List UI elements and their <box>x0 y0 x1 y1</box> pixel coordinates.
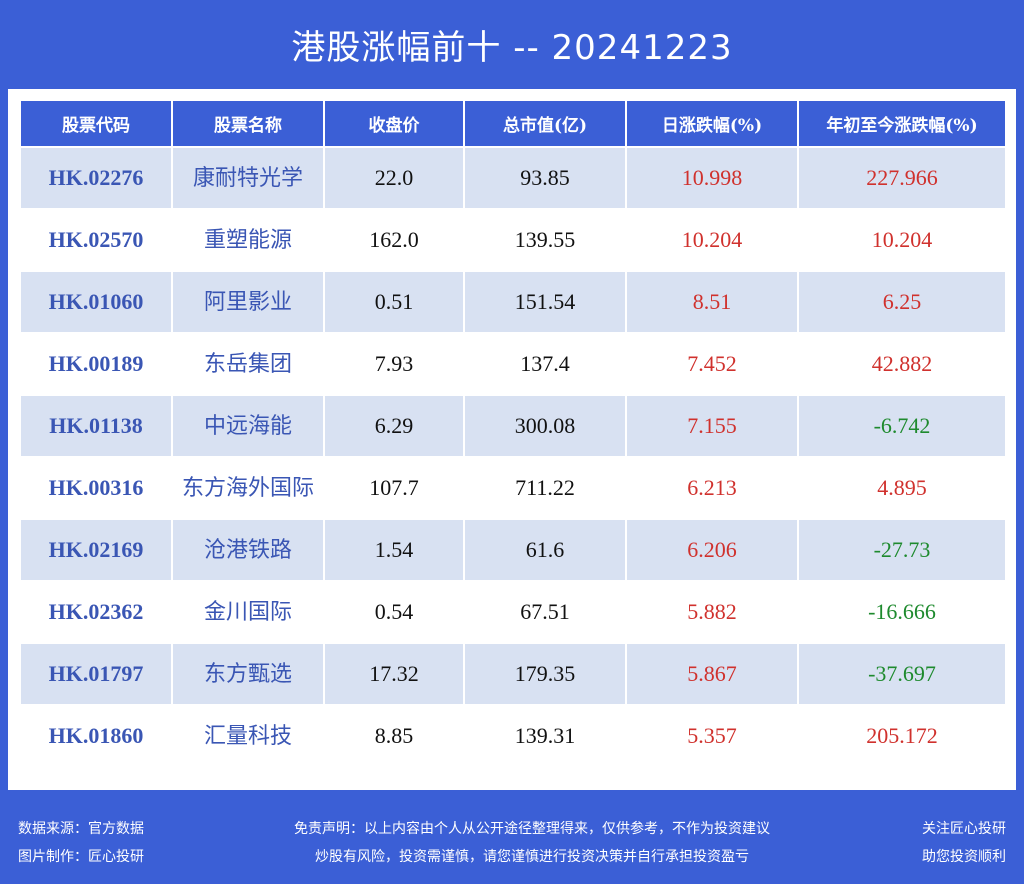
cell-name: 阿里影业 <box>173 272 323 332</box>
page-title: 港股涨幅前十 -- 20241223 <box>291 27 733 68</box>
cell-name: 中远海能 <box>173 396 323 456</box>
cell-code: HK.02276 <box>21 148 171 208</box>
cell-code: HK.01138 <box>21 396 171 456</box>
cell-ytd-change: -16.666 <box>799 582 1005 642</box>
cell-market-cap: 139.31 <box>465 706 625 766</box>
cell-ytd-change: 4.895 <box>799 458 1005 518</box>
cell-ytd-change: 10.204 <box>799 210 1005 270</box>
footer-maker: 图片制作：匠心投研 <box>18 849 144 865</box>
cell-ytd-change: -27.73 <box>799 520 1005 580</box>
cell-market-cap: 93.85 <box>465 148 625 208</box>
cell-ytd-change: 227.966 <box>799 148 1005 208</box>
cell-daily-change: 10.998 <box>627 148 797 208</box>
cell-ytd-change: 42.882 <box>799 334 1005 394</box>
cell-market-cap: 151.54 <box>465 272 625 332</box>
table-row: HK.02570 重塑能源 162.0 139.55 10.204 10.204 <box>21 210 1005 270</box>
cell-daily-change: 10.204 <box>627 210 797 270</box>
table-row: HK.02276 康耐特光学 22.0 93.85 10.998 227.966 <box>21 148 1005 208</box>
cell-market-cap: 711.22 <box>465 458 625 518</box>
cell-market-cap: 139.55 <box>465 210 625 270</box>
cell-close: 0.54 <box>325 582 463 642</box>
table-header-row: 股票代码 股票名称 收盘价 总市值(亿) 日涨跌幅(%) 年初至今涨跌幅(%) <box>21 101 1005 146</box>
cell-code: HK.02169 <box>21 520 171 580</box>
cell-daily-change: 5.357 <box>627 706 797 766</box>
cell-code: HK.00316 <box>21 458 171 518</box>
cell-close: 6.29 <box>325 396 463 456</box>
cell-code: HK.01060 <box>21 272 171 332</box>
footer-source: 数据来源：官方数据 <box>18 821 144 837</box>
cell-code: HK.02570 <box>21 210 171 270</box>
cell-close: 22.0 <box>325 148 463 208</box>
cell-name: 康耐特光学 <box>173 148 323 208</box>
table-row: HK.00189 东岳集团 7.93 137.4 7.452 42.882 <box>21 334 1005 394</box>
footer-follow: 关注匠心投研 <box>922 821 1006 837</box>
cell-daily-change: 6.213 <box>627 458 797 518</box>
header-code: 股票代码 <box>21 101 171 146</box>
cell-daily-change: 7.155 <box>627 396 797 456</box>
header-market-cap: 总市值(亿) <box>465 101 625 146</box>
cell-code: HK.00189 <box>21 334 171 394</box>
cell-close: 107.7 <box>325 458 463 518</box>
table-row: HK.01860 汇量科技 8.85 139.31 5.357 205.172 <box>21 706 1005 766</box>
cell-name: 东方甄选 <box>173 644 323 704</box>
cell-market-cap: 137.4 <box>465 334 625 394</box>
cell-market-cap: 61.6 <box>465 520 625 580</box>
cell-code: HK.01797 <box>21 644 171 704</box>
header-ytd-change: 年初至今涨跌幅(%) <box>799 101 1005 146</box>
table-row: HK.00316 东方海外国际 107.7 711.22 6.213 4.895 <box>21 458 1005 518</box>
cell-name: 重塑能源 <box>173 210 323 270</box>
stock-table: 股票代码 股票名称 收盘价 总市值(亿) 日涨跌幅(%) 年初至今涨跌幅(%) … <box>19 99 1007 768</box>
cell-ytd-change: 205.172 <box>799 706 1005 766</box>
cell-daily-change: 8.51 <box>627 272 797 332</box>
cell-daily-change: 5.867 <box>627 644 797 704</box>
table-row: HK.01797 东方甄选 17.32 179.35 5.867 -37.697 <box>21 644 1005 704</box>
header-name: 股票名称 <box>173 101 323 146</box>
cell-market-cap: 67.51 <box>465 582 625 642</box>
cell-daily-change: 6.206 <box>627 520 797 580</box>
footer-disclaimer-2: 炒股有风险，投资需谨慎，请您谨慎进行投资决策并自行承担投资盈亏 <box>315 849 749 865</box>
cell-daily-change: 7.452 <box>627 334 797 394</box>
cell-name: 东方海外国际 <box>173 458 323 518</box>
cell-ytd-change: -37.697 <box>799 644 1005 704</box>
cell-ytd-change: 6.25 <box>799 272 1005 332</box>
header-daily-change: 日涨跌幅(%) <box>627 101 797 146</box>
cell-ytd-change: -6.742 <box>799 396 1005 456</box>
footer: 数据来源：官方数据 图片制作：匠心投研 免责声明：以上内容由个人从公开途径整理得… <box>0 810 1024 884</box>
cell-close: 162.0 <box>325 210 463 270</box>
cell-code: HK.01860 <box>21 706 171 766</box>
table-row: HK.01060 阿里影业 0.51 151.54 8.51 6.25 <box>21 272 1005 332</box>
cell-name: 沧港铁路 <box>173 520 323 580</box>
cell-market-cap: 300.08 <box>465 396 625 456</box>
cell-daily-change: 5.882 <box>627 582 797 642</box>
cell-close: 0.51 <box>325 272 463 332</box>
table-panel: 股票代码 股票名称 收盘价 总市值(亿) 日涨跌幅(%) 年初至今涨跌幅(%) … <box>8 89 1016 790</box>
cell-name: 金川国际 <box>173 582 323 642</box>
header-close: 收盘价 <box>325 101 463 146</box>
cell-close: 8.85 <box>325 706 463 766</box>
footer-help: 助您投资顺利 <box>922 849 1006 865</box>
cell-code: HK.02362 <box>21 582 171 642</box>
table-row: HK.01138 中远海能 6.29 300.08 7.155 -6.742 <box>21 396 1005 456</box>
table-row: HK.02362 金川国际 0.54 67.51 5.882 -16.666 <box>21 582 1005 642</box>
cell-close: 17.32 <box>325 644 463 704</box>
footer-disclaimer-1: 免责声明：以上内容由个人从公开途径整理得来，仅供参考，不作为投资建议 <box>294 821 770 837</box>
cell-close: 7.93 <box>325 334 463 394</box>
cell-name: 东岳集团 <box>173 334 323 394</box>
cell-name: 汇量科技 <box>173 706 323 766</box>
table-row: HK.02169 沧港铁路 1.54 61.6 6.206 -27.73 <box>21 520 1005 580</box>
cell-market-cap: 179.35 <box>465 644 625 704</box>
cell-close: 1.54 <box>325 520 463 580</box>
